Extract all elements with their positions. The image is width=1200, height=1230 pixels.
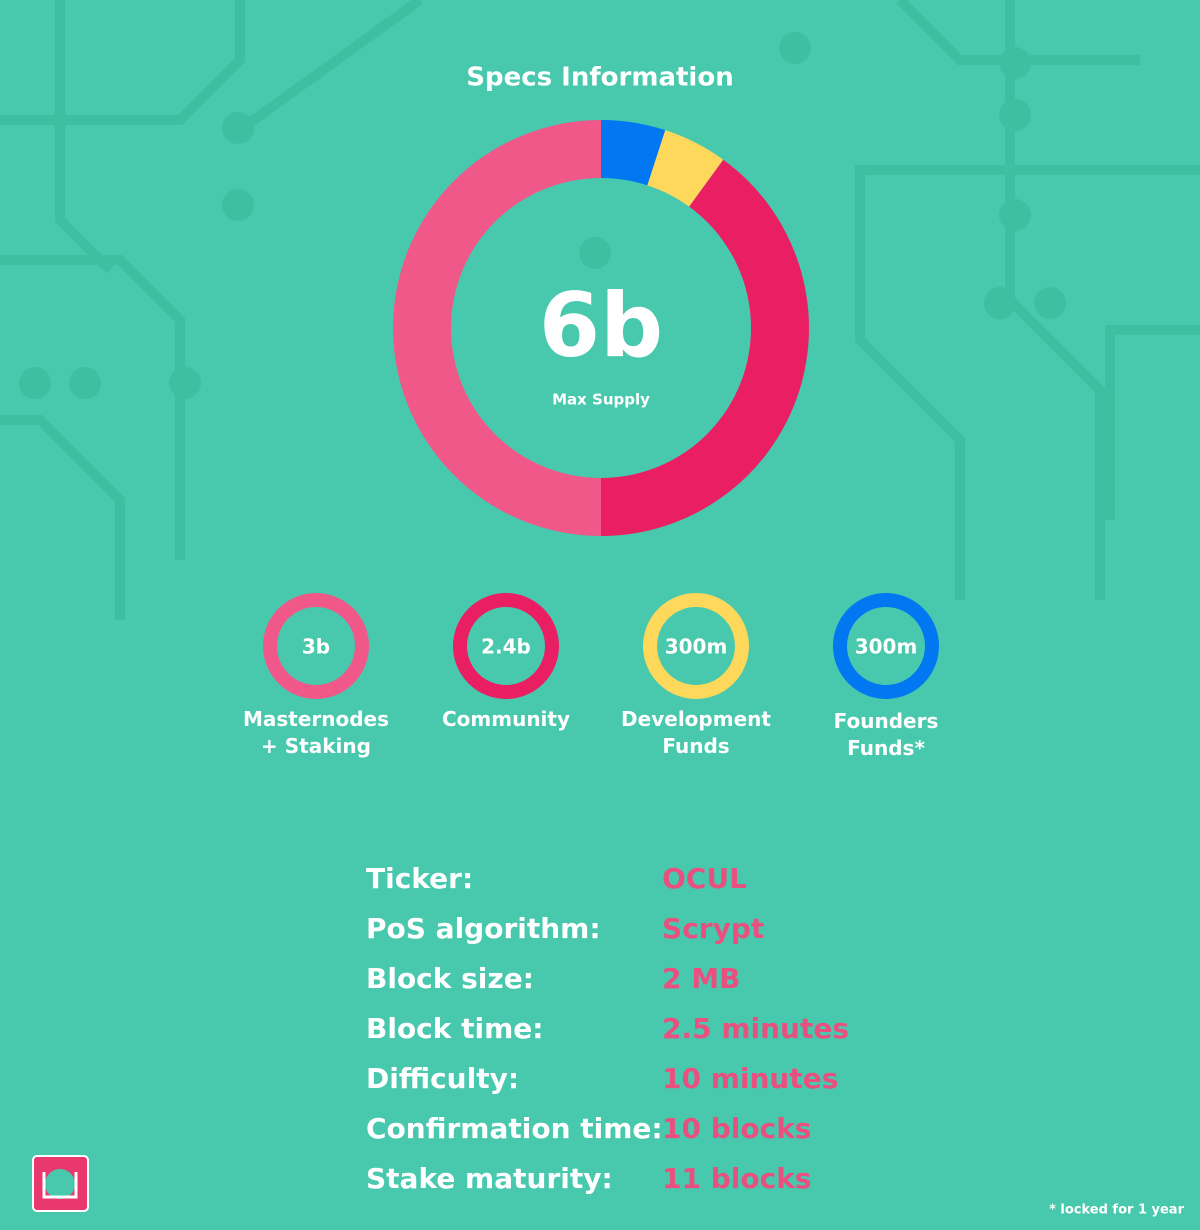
chart-title: Specs Information (466, 63, 733, 93)
spec-label: Block size: (366, 962, 534, 995)
center-value: 6b (539, 274, 663, 377)
legend-label: Development Funds (621, 707, 771, 758)
legend-label: Founders Funds* (833, 709, 939, 760)
spec-value: 2.5 minutes (662, 1012, 849, 1045)
value-label: 300m (665, 635, 728, 659)
donut-segment (601, 120, 666, 186)
spec-label: Ticker: (366, 862, 473, 895)
spec-label: Stake maturity: (366, 1162, 613, 1195)
spec-label: Confirmation time: (366, 1112, 663, 1145)
legend-label: Masternodes + Staking (242, 707, 390, 758)
legend-ring (643, 593, 749, 699)
spec-label: Block time: (366, 1012, 544, 1045)
legend-ring (263, 593, 369, 699)
legend-label: Community (441, 707, 571, 731)
spec-value: 2 MB (662, 962, 740, 995)
value-label: 2.4b (481, 635, 531, 659)
donut-segment (601, 159, 809, 536)
footnote: * locked for 1 year (1049, 1203, 1185, 1218)
spec-value: Scrypt (662, 912, 764, 945)
spec-value: 11 blocks (662, 1162, 811, 1195)
spec-value: 10 blocks (662, 1112, 811, 1145)
spec-value: 10 minutes (662, 1062, 838, 1095)
logo (32, 1155, 89, 1212)
donut-segment (393, 120, 601, 536)
spec-label: PoS algorithm: (366, 912, 601, 945)
donut-segment (647, 130, 724, 207)
center-label: Max Supply (552, 391, 650, 409)
value-label: 3b (302, 635, 330, 659)
value-label: 300m (855, 635, 918, 659)
legend-ring (833, 593, 939, 699)
spec-label: Difficulty: (366, 1062, 519, 1095)
circuit-background (0, 0, 1200, 620)
spec-value: OCUL (662, 862, 747, 895)
legend-ring (453, 593, 559, 699)
